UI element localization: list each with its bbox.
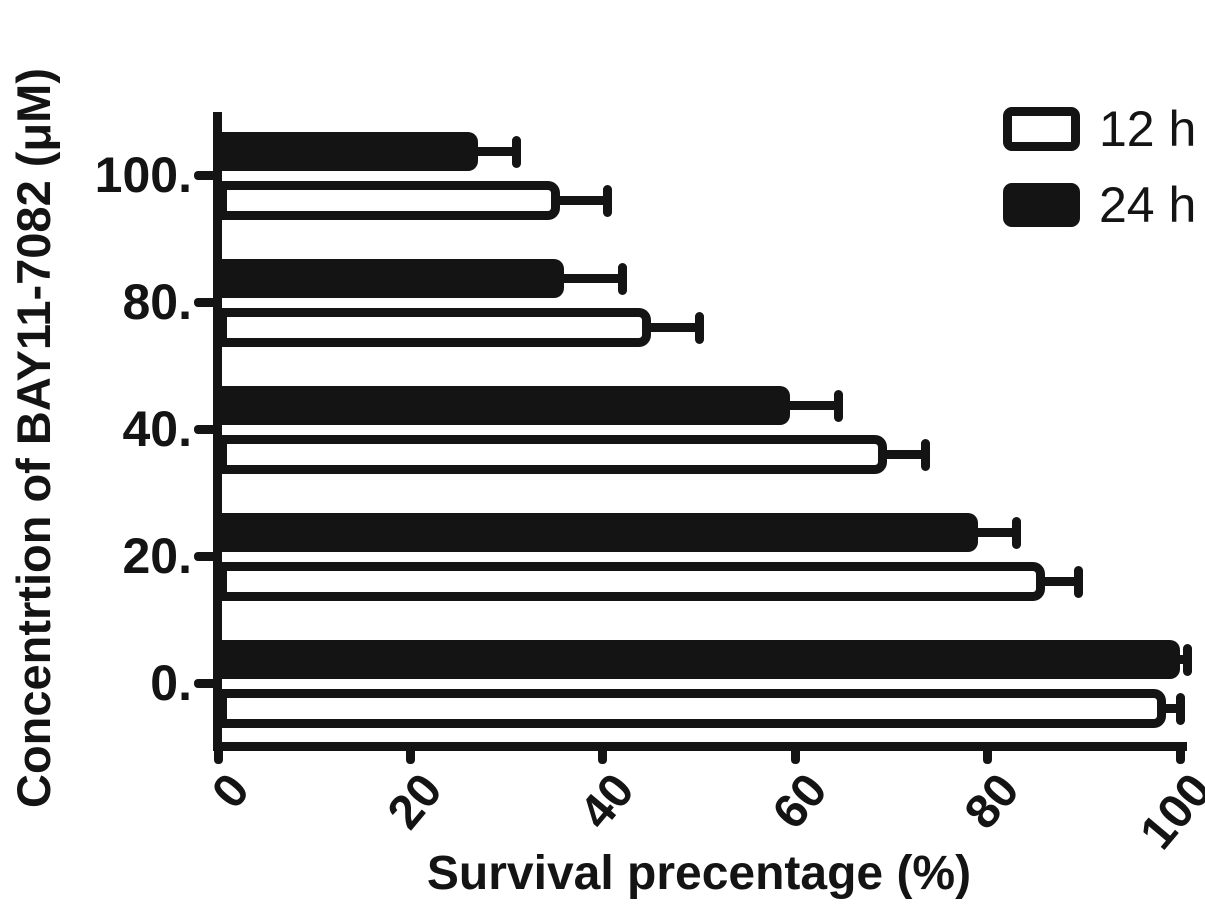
legend-item-12h: 12 h <box>1003 104 1196 154</box>
error-bar-cap <box>603 184 613 217</box>
error-bar-line <box>1178 655 1188 664</box>
y-tick <box>194 298 218 307</box>
error-bar-cap <box>1175 692 1185 725</box>
x-tick-label: 0 <box>202 764 261 819</box>
error-bar-line <box>1043 577 1079 586</box>
error-bar-line <box>562 274 623 283</box>
y-tick <box>194 552 218 561</box>
error-bar-cap <box>1183 643 1193 676</box>
error-bar-line <box>1163 704 1180 713</box>
y-tick-label: 40. <box>122 401 192 457</box>
bar-12h <box>218 435 887 474</box>
error-bar-line <box>648 323 699 332</box>
legend-label-24h: 24 h <box>1099 177 1197 233</box>
legend: 12 h 24 h <box>1003 104 1196 256</box>
error-bar-line <box>557 196 608 205</box>
error-bar-cap <box>1011 516 1021 549</box>
x-tick-label: 80 <box>954 764 1030 840</box>
y-tick-label: 0. <box>150 655 192 711</box>
bar-12h <box>218 181 560 220</box>
error-bar-line <box>788 401 839 410</box>
error-bar-cap <box>920 438 930 471</box>
x-tick <box>983 746 993 764</box>
x-tick <box>405 746 415 764</box>
error-bar-cap <box>511 135 521 168</box>
x-tick-label: 40 <box>570 764 646 840</box>
x-tick-label: 60 <box>762 764 838 840</box>
x-tick <box>1175 746 1185 764</box>
x-tick <box>213 746 223 764</box>
y-tick <box>194 171 218 180</box>
bar-24h <box>218 259 564 298</box>
legend-item-24h: 24 h <box>1003 180 1196 230</box>
bar-24h <box>218 640 1180 679</box>
x-tick-label: 20 <box>377 764 453 840</box>
x-axis-title: Survival precentage (%) <box>426 847 972 900</box>
y-axis-line <box>213 112 222 751</box>
y-tick-label: 100. <box>94 147 192 203</box>
error-bar-cap <box>833 389 843 422</box>
y-tick-label: 80. <box>122 274 192 330</box>
y-tick <box>194 425 218 434</box>
legend-label-12h: 12 h <box>1099 101 1197 157</box>
filled-bar-swatch-icon <box>1003 183 1080 227</box>
bar-24h <box>218 513 978 552</box>
y-axis-title: Concentrtion of BAY11-7082 (μM) <box>7 68 60 808</box>
open-bar-swatch-icon <box>1003 107 1080 151</box>
x-axis-line <box>213 742 1187 751</box>
y-tick-label: 20. <box>122 528 192 584</box>
error-bar-cap <box>1074 565 1084 598</box>
y-tick <box>194 679 218 688</box>
x-tick-label: 100 <box>1130 764 1205 860</box>
x-tick <box>598 746 608 764</box>
bar-24h <box>218 132 478 171</box>
error-bar-cap <box>617 262 627 295</box>
bar-12h <box>218 308 651 347</box>
x-tick <box>790 746 800 764</box>
error-bar-cap <box>694 311 704 344</box>
error-bar-line <box>884 450 926 459</box>
bar-12h <box>218 689 1166 728</box>
error-bar-line <box>975 528 1017 537</box>
bar-24h <box>218 386 790 425</box>
bar-12h <box>218 562 1045 601</box>
error-bar-line <box>475 147 517 156</box>
